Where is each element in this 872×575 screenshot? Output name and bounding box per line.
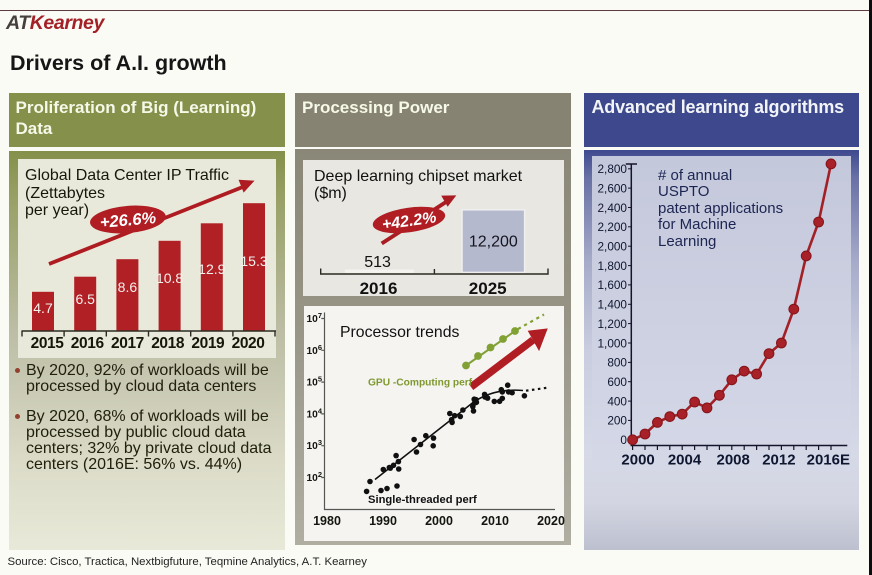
svg-text:2,000: 2,000 <box>597 240 627 253</box>
svg-text:107: 107 <box>306 311 322 325</box>
svg-text:102: 102 <box>306 470 322 484</box>
svg-text:8.6: 8.6 <box>117 279 137 295</box>
svg-text:400: 400 <box>607 395 627 408</box>
svg-text:4.7: 4.7 <box>33 300 53 316</box>
svg-text:2000: 2000 <box>621 451 654 468</box>
svg-text:2,400: 2,400 <box>597 201 627 214</box>
svg-text:12.9: 12.9 <box>198 261 225 277</box>
svg-text:200: 200 <box>607 414 627 427</box>
svg-text:105: 105 <box>306 374 322 388</box>
svg-text:2016: 2016 <box>360 279 398 298</box>
svg-text:2,600: 2,600 <box>597 182 627 195</box>
svg-text:1980: 1980 <box>313 514 341 528</box>
svg-text:1,400: 1,400 <box>597 298 627 311</box>
svg-text:6.5: 6.5 <box>75 291 95 307</box>
svg-text:Single-threaded perf: Single-threaded perf <box>368 494 477 506</box>
svg-text:0: 0 <box>620 434 627 447</box>
svg-text:103: 103 <box>306 438 322 452</box>
svg-text:2012: 2012 <box>762 451 795 468</box>
svg-text:Processor trends: Processor trends <box>340 324 460 341</box>
svg-text:600: 600 <box>607 375 627 388</box>
svg-text:2004: 2004 <box>668 451 702 468</box>
svg-text:2020: 2020 <box>537 514 565 528</box>
svg-text:800: 800 <box>607 356 627 369</box>
svg-text:2010: 2010 <box>481 514 509 528</box>
svg-text:2,200: 2,200 <box>597 221 627 234</box>
svg-text:1,600: 1,600 <box>597 279 627 292</box>
svg-text:12,200: 12,200 <box>469 233 518 250</box>
svg-text:104: 104 <box>306 406 322 420</box>
svg-text:2,800: 2,800 <box>597 163 627 176</box>
svg-text:2008: 2008 <box>716 451 749 468</box>
svg-text:2016E: 2016E <box>806 451 849 468</box>
svg-text:106: 106 <box>306 342 322 356</box>
svg-text:1990: 1990 <box>369 514 397 528</box>
svg-text:+26.6%: +26.6% <box>99 209 157 232</box>
svg-text:1,000: 1,000 <box>597 337 627 350</box>
svg-text:2025: 2025 <box>469 279 507 298</box>
svg-text:1,200: 1,200 <box>597 317 627 330</box>
svg-text:513: 513 <box>364 254 391 271</box>
svg-text:1,800: 1,800 <box>597 259 627 272</box>
svg-text:2000: 2000 <box>425 514 453 528</box>
svg-text:10.8: 10.8 <box>155 270 182 286</box>
svg-text:GPU -Computing perf: GPU -Computing perf <box>368 377 473 388</box>
svg-text:15.3: 15.3 <box>240 253 267 269</box>
